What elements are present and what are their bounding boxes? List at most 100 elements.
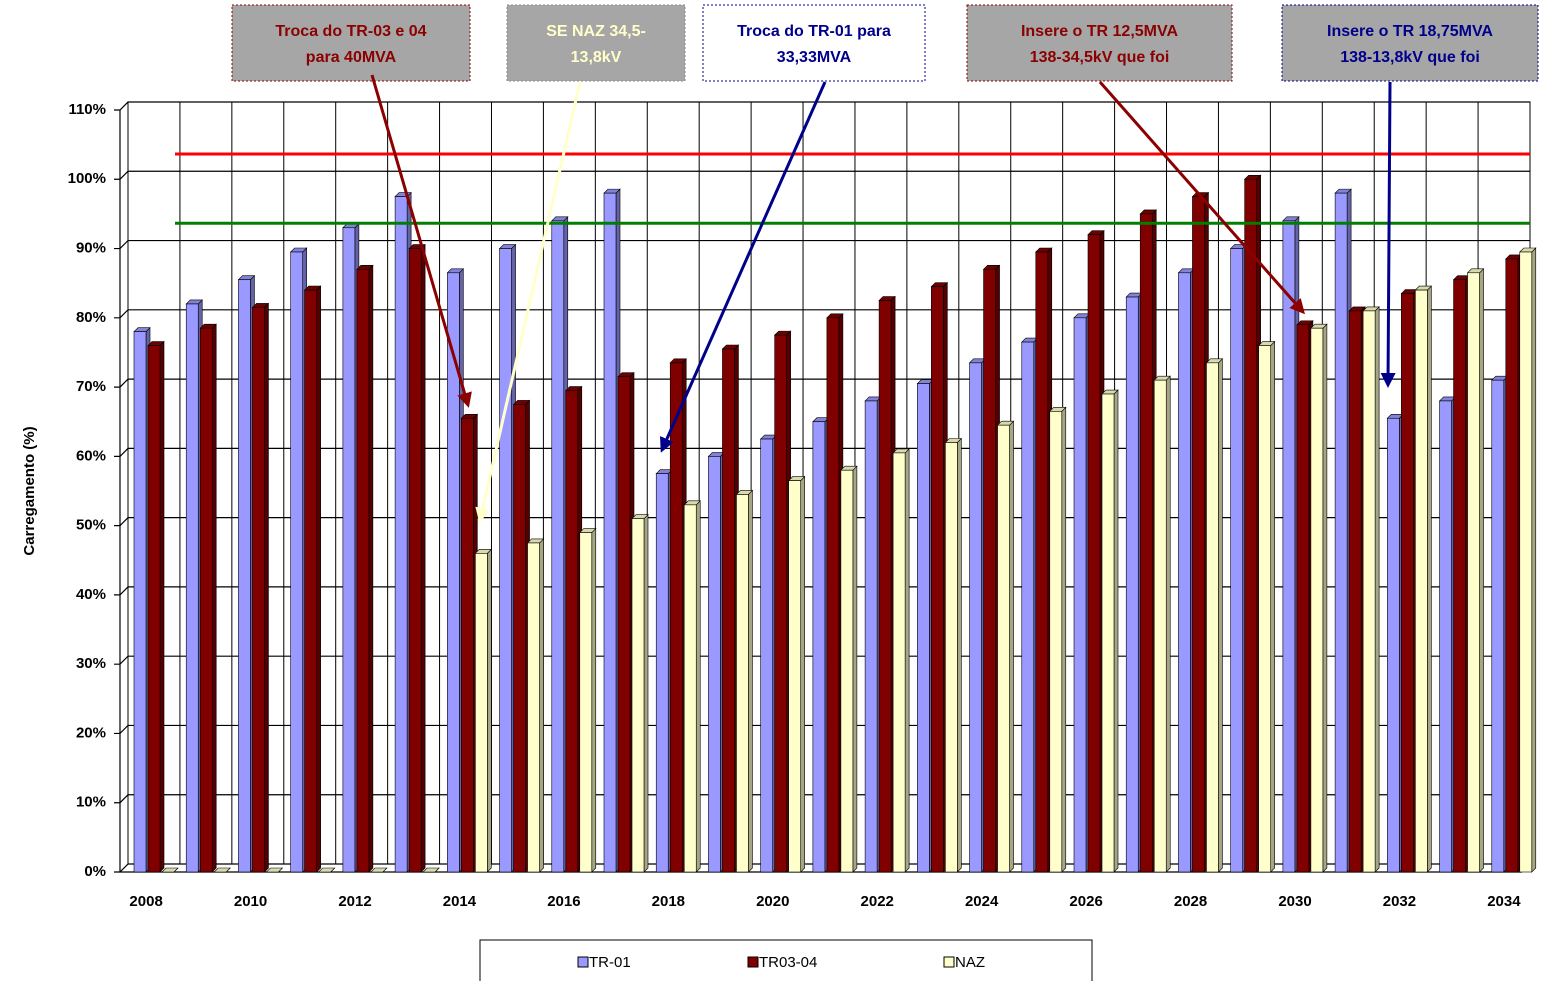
bar-side [1165, 375, 1171, 873]
bar [1453, 279, 1466, 873]
x-tick-label: 2020 [756, 893, 789, 910]
y-tick-label: 100% [68, 170, 106, 187]
x-tick-label: 2028 [1174, 893, 1207, 910]
bar-side [1322, 323, 1328, 873]
annotation-text: Troca do TR-03 e 04 [275, 23, 426, 40]
bar [945, 442, 958, 873]
bar-side [1113, 389, 1119, 873]
x-tick-label: 2026 [1069, 893, 1102, 910]
bar [892, 452, 906, 873]
y-tick-label: 40% [76, 586, 106, 603]
annotation-box [966, 4, 1233, 82]
bar [551, 220, 565, 873]
x-tick-label: 2024 [965, 893, 999, 910]
bar [513, 404, 526, 873]
bar [1387, 417, 1400, 873]
x-tick-label: 2014 [443, 893, 477, 910]
annotation-text: 33,33MVA [777, 49, 852, 66]
legend-swatch [943, 956, 955, 968]
bar [1139, 213, 1153, 873]
grid-line [114, 101, 1530, 111]
annotation-arrow [660, 81, 827, 453]
y-tick-label: 20% [76, 724, 106, 741]
bar [1125, 296, 1139, 873]
bar [1415, 289, 1428, 873]
bar [447, 272, 460, 873]
bar [304, 289, 317, 873]
bar-side [695, 500, 701, 873]
bar [997, 424, 1010, 873]
legend-label: TR-01 [589, 954, 631, 971]
bar [199, 327, 213, 873]
bar [565, 390, 579, 873]
annotation-text: para 40MVA [306, 49, 397, 66]
bar [408, 248, 422, 873]
bar [133, 331, 147, 873]
bar [579, 532, 593, 873]
y-tick-label: 30% [76, 655, 106, 672]
bar [1021, 341, 1035, 873]
bar [1230, 248, 1243, 873]
bar-side [264, 302, 269, 873]
bar [1467, 272, 1480, 873]
bar-top [370, 867, 388, 873]
y-tick-label: 50% [76, 517, 106, 534]
bar-side [159, 340, 165, 873]
bar [342, 227, 356, 873]
bar [1296, 324, 1310, 873]
bar [1282, 220, 1296, 873]
bar-side [1218, 358, 1223, 873]
annotation-arrow [370, 74, 472, 408]
bar [356, 269, 370, 873]
x-tick-label: 2018 [652, 893, 685, 910]
bar [760, 438, 773, 873]
bar [878, 300, 892, 873]
bar [1491, 379, 1505, 873]
bar-top [161, 867, 179, 873]
bar [461, 417, 474, 873]
bar-side [1270, 340, 1275, 873]
bar [1049, 411, 1063, 873]
bar [631, 518, 645, 873]
annotation-arrow [475, 81, 582, 523]
bar [1348, 310, 1362, 873]
annotation-box [1281, 4, 1539, 82]
annotation-box [231, 4, 471, 82]
bar-side [1374, 306, 1380, 873]
annotation-box [506, 4, 686, 82]
annotation-text: Insere o TR 12,5MVA [1021, 23, 1179, 40]
bar-side [643, 513, 649, 873]
annotation-text: SE NAZ 34,5- [546, 23, 646, 40]
bar [1087, 234, 1101, 873]
bar [969, 362, 982, 873]
legend-label: TR03-04 [759, 954, 817, 971]
bar [394, 196, 408, 873]
bar-top [317, 867, 336, 873]
bar [1035, 251, 1049, 873]
y-tick-label: 10% [76, 794, 106, 811]
bar-side [591, 527, 597, 873]
x-tick-label: 2032 [1383, 893, 1416, 910]
bar-top [265, 867, 284, 873]
bar [669, 362, 683, 873]
bar [917, 383, 930, 873]
bar-side [1061, 406, 1067, 873]
x-tick-label: 2008 [129, 893, 162, 910]
annotation-box [702, 4, 926, 82]
bar [826, 317, 840, 873]
bar [736, 494, 749, 873]
annotation-text: 13,8kV [571, 49, 622, 66]
bar-top [213, 867, 231, 873]
annotation-text: 138-13,8kV que foi [1340, 49, 1480, 66]
annotation-text: Insere o TR 18,75MVA [1327, 23, 1493, 40]
bar [683, 504, 697, 873]
bar-side [420, 243, 426, 873]
legend-label: NAZ [955, 954, 985, 971]
bar [1073, 317, 1087, 873]
bar-side [1427, 285, 1432, 873]
bar-side [1009, 420, 1014, 873]
bar [185, 303, 199, 873]
bar [774, 334, 787, 873]
